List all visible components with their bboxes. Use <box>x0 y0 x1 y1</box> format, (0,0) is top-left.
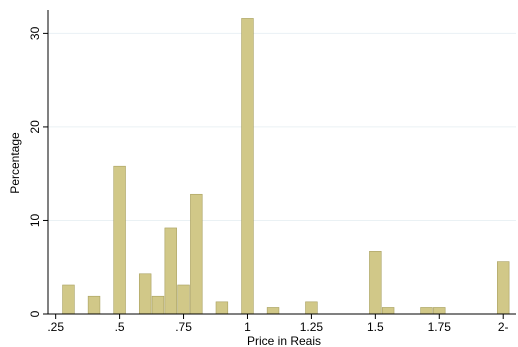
histogram-bar <box>433 307 446 315</box>
histogram-bar <box>497 261 510 315</box>
x-tick-label: 1.5 <box>367 320 384 334</box>
y-tick-label: 30 <box>28 26 42 40</box>
histogram-bar <box>138 273 152 315</box>
x-tick-label: 1.75 <box>428 320 452 334</box>
histogram-bar <box>177 284 190 315</box>
histogram-bar <box>87 295 101 315</box>
x-tick-label: .25 <box>47 320 64 334</box>
x-axis-ticks: .25 .5 .75 1 1.25 1.5 1.75 2- <box>47 314 509 334</box>
histogram-bar <box>113 165 126 315</box>
histogram-bar <box>151 295 165 315</box>
axes <box>47 10 516 315</box>
histogram-bar <box>420 307 433 315</box>
x-axis-title: Price in Reais <box>247 334 321 347</box>
histogram-bar <box>305 301 318 315</box>
x-tick-label: 1 <box>244 320 251 334</box>
y-axis-ticks: 0 10 20 30 <box>28 26 48 317</box>
y-tick-label: 10 <box>28 213 42 227</box>
y-axis-title: Percentage <box>8 132 22 194</box>
x-tick-label: .75 <box>175 320 192 334</box>
x-tick-label: 1.25 <box>300 320 324 334</box>
histogram-bar <box>241 18 254 315</box>
y-tick-label: 0 <box>28 310 42 317</box>
histogram-bar <box>62 284 75 315</box>
histogram-bar <box>266 307 280 315</box>
histogram-bar <box>190 193 203 315</box>
x-tick-label: .5 <box>115 320 125 334</box>
histogram-bar <box>381 307 395 315</box>
gridlines <box>48 32 516 221</box>
y-tick-label: 20 <box>28 120 42 134</box>
histogram-bar <box>164 227 177 315</box>
x-tick-label: 2- <box>498 320 509 334</box>
histogram-bar <box>369 251 382 315</box>
histogram-bar <box>215 301 229 315</box>
bars <box>62 18 510 315</box>
